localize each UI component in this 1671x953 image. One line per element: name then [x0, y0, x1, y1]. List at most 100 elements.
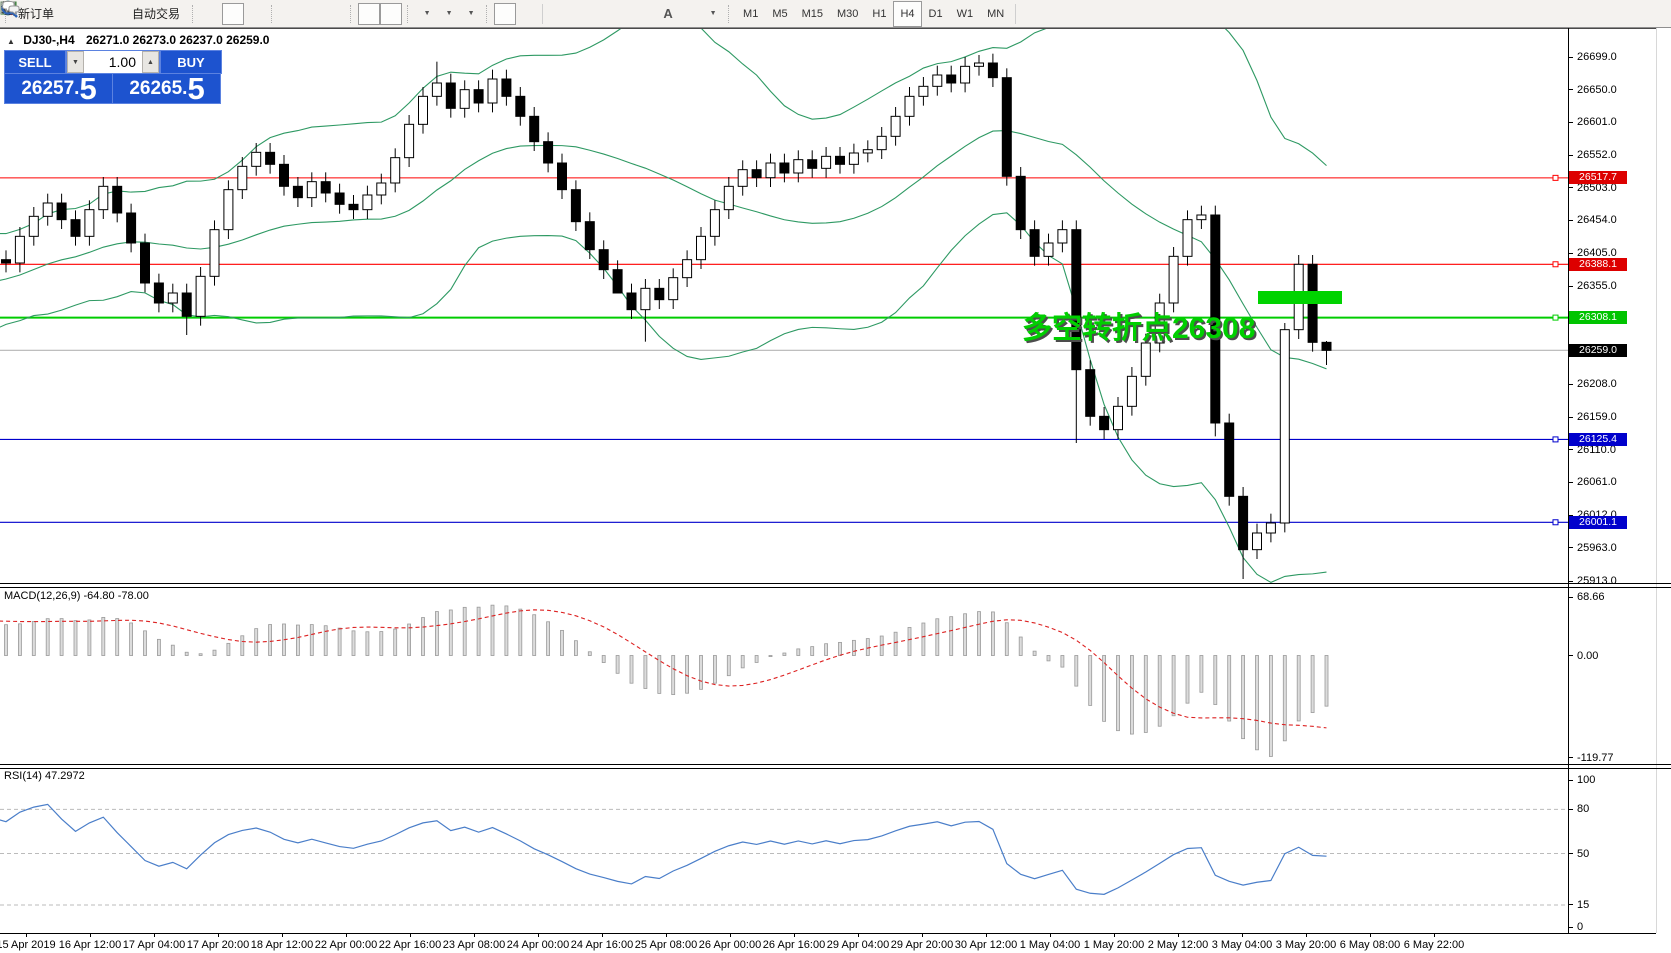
time-axis-tick [90, 933, 91, 937]
time-axis-tick [794, 933, 795, 937]
horizontal-line-tool-button[interactable] [1, 3, 591, 25]
timeframe-button-m30[interactable]: M30 [837, 7, 859, 20]
macd-axis-label: -119.77 [1577, 751, 1614, 764]
price-axis-tick [1568, 547, 1573, 549]
timeframe-bar: M1 M5 M15 M30 H1 H4 D1 W1 MN [736, 0, 1011, 27]
zoom-out-button[interactable] [1, 1, 323, 25]
collapse-triangle-icon: ▲ [7, 37, 15, 46]
auto-scroll-button[interactable] [1, 2, 381, 25]
time-axis-tick [346, 933, 347, 937]
tile-windows-button[interactable] [0, 1, 345, 25]
new-order-label: 新订单 [18, 7, 55, 21]
time-axis-label: 30 Apr 12:00 [954, 939, 1018, 951]
timeframe-button-w1[interactable]: W1 [956, 7, 974, 20]
volume-increase-button[interactable]: ▲ [142, 51, 159, 73]
timeframe-button-m15[interactable]: M15 [801, 7, 823, 20]
price-axis-label: 26601.0 [1577, 116, 1617, 129]
rsi-label: RSI(14) 47.2972 [4, 770, 85, 782]
vertical-line-tool-button[interactable] [5, 1, 569, 25]
candlestick-chart-type-button[interactable] [2, 1, 245, 25]
time-axis-tick [1242, 933, 1243, 937]
timeframe-button-h4[interactable]: H4 [893, 0, 922, 27]
sell-price[interactable]: 26257. 5 [4, 73, 113, 104]
trendline-tool-button[interactable] [1, 2, 613, 25]
price-level-badge: 26517.7 [1569, 171, 1627, 185]
time-axis-label: 6 May 22:00 [1403, 939, 1465, 951]
time-axis[interactable]: 15 Apr 2019 16 Apr 12:00 17 Apr 04:00 17 Ap… [0, 933, 1671, 953]
buy-price[interactable]: 26265. 5 [112, 73, 221, 104]
rsi-axis-label: 50 [1577, 847, 1590, 860]
time-axis-tick [1114, 933, 1115, 937]
indicators-button[interactable]: ▼ [0, 1, 437, 25]
equidistant-channel-tool-button[interactable]: E [1, 3, 635, 25]
chat-button[interactable] [1, 1, 1661, 25]
price-axis-label: 26552.0 [1577, 149, 1617, 161]
timeframe-button-mn[interactable]: MN [987, 7, 1005, 20]
chart-shift-button[interactable] [1, 2, 403, 25]
text-a-icon: A [663, 6, 673, 21]
price-axis-label: 26159.0 [1577, 411, 1617, 423]
pane-divider[interactable] [0, 764, 1671, 765]
text-tool-button[interactable]: A [657, 3, 679, 25]
crosshair-tool-button[interactable] [1, 1, 538, 25]
navigator-button[interactable] [0, 2, 105, 25]
price-axis-tick [1568, 121, 1573, 123]
line-chart-type-button[interactable] [0, 2, 266, 25]
bar-chart-type-button[interactable] [2, 2, 222, 25]
rsi-axis-label: 100 [1577, 774, 1596, 786]
timeframe-button-m1[interactable]: M1 [743, 7, 759, 20]
macd-axis-label: 68.66 [1577, 591, 1605, 603]
arrows-tool-button[interactable]: ▼ [2, 2, 723, 25]
templates-button[interactable]: ▼ [0, 1, 481, 25]
price-axis-label: 25913.0 [1577, 575, 1617, 587]
time-axis-label: 29 Apr 04:00 [826, 939, 890, 951]
toolbar-grip [192, 4, 195, 23]
timeframe-button-h1[interactable]: H1 [872, 7, 887, 20]
signals-button[interactable] [0, 0, 127, 25]
time-axis-label: 26 Apr 16:00 [762, 939, 826, 951]
macd-axis-tick [1568, 655, 1573, 656]
toolbar-grip [350, 4, 353, 23]
buy-button[interactable]: BUY [160, 50, 222, 74]
toolbar-grip [271, 4, 274, 23]
price-axis-tick [1568, 187, 1573, 189]
rsi-axis-tick [1568, 904, 1573, 906]
macd-axis-label: 0.00 [1577, 649, 1599, 662]
sell-button[interactable]: SELL [4, 50, 66, 74]
autotrade-button[interactable]: 自动交易 [1, 2, 187, 25]
price-axis-tick [1568, 89, 1573, 91]
time-axis-label: 15 Apr 2019 [0, 939, 56, 951]
price-axis-tick [1568, 514, 1573, 516]
toolbar-separator [1015, 3, 1017, 24]
fibonacci-tool-button[interactable]: F [2, 2, 657, 25]
text-label-tool-button[interactable]: T [1, 2, 701, 25]
pane-divider[interactable] [0, 587, 1671, 588]
price-level-badge: 26308.1 [1569, 311, 1627, 325]
volume-value[interactable]: 1.00 [108, 54, 136, 70]
buy-price-big: 5 [187, 71, 204, 106]
timeframe-button-d1[interactable]: D1 [928, 7, 943, 20]
time-axis-label: 3 May 04:00 [1211, 939, 1273, 951]
chart-title: ▲ DJ30-,H4 26271.0 26273.0 26237.0 26259… [7, 33, 269, 47]
time-axis-tick [218, 933, 219, 937]
search-button[interactable] [1, 1, 1629, 25]
timeframe-button-m5[interactable]: M5 [772, 7, 788, 20]
cursor-tool-button[interactable] [3, 1, 517, 25]
time-axis-tick [986, 933, 987, 937]
price-axis-tick [1568, 416, 1573, 418]
one-click-trading-panel: SELL ▼ 1.00 ▲ BUY 26257. 5 26265. 5 [4, 50, 222, 104]
time-axis-label: 2 May 12:00 [1147, 939, 1209, 951]
time-axis-label: 24 Apr 00:00 [506, 939, 570, 951]
pane-divider[interactable] [0, 583, 1671, 584]
time-axis-label: 24 Apr 16:00 [570, 939, 634, 951]
volume-decrease-button[interactable]: ▼ [67, 51, 84, 73]
time-axis-tick [26, 933, 27, 937]
periods-button[interactable]: ▼ [0, 0, 459, 25]
rsi-axis-label: 15 [1577, 898, 1590, 911]
pane-divider[interactable] [0, 768, 1671, 769]
price-level-badge: 26388.1 [1569, 257, 1627, 271]
market-watch-button[interactable] [1, 3, 83, 25]
zoom-in-button[interactable] [1, 1, 301, 25]
price-axis-label: 26405.0 [1577, 247, 1617, 259]
